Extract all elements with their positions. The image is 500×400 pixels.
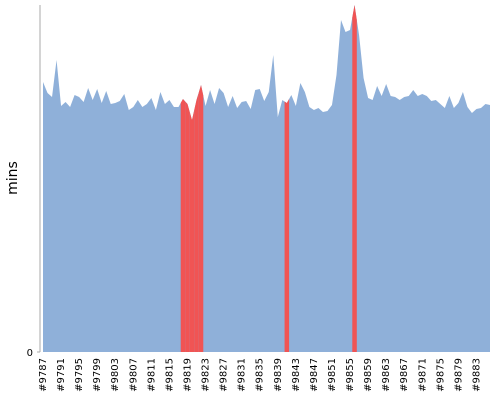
highlight-area	[198, 85, 204, 352]
x-tick-label: #9807	[128, 358, 139, 392]
area	[43, 5, 490, 352]
x-tick-label: #9851	[327, 358, 338, 392]
x-tick-label: #9815	[164, 358, 175, 392]
x-tick-label: #9883	[471, 358, 482, 392]
highlight-area	[185, 101, 190, 352]
x-tick-label: #9847	[309, 358, 320, 392]
x-tick-label: #9795	[74, 358, 85, 392]
highlight-area	[352, 5, 357, 352]
x-tick-label: #9803	[110, 358, 121, 392]
x-tick-label: #9879	[453, 358, 464, 392]
highlight-area	[189, 110, 195, 352]
highlight-area	[194, 92, 199, 352]
x-tick-label: #9843	[291, 358, 302, 392]
x-tick-label: #9871	[417, 358, 428, 392]
x-tick-label: #9867	[399, 358, 410, 392]
x-tick-label: #9811	[146, 358, 157, 392]
highlight-area	[180, 99, 186, 352]
x-tick-label: #9839	[273, 358, 284, 392]
x-tick-label: #9791	[56, 358, 67, 392]
x-tick-label: #9787	[38, 358, 49, 392]
x-tick-label: #9835	[255, 358, 266, 392]
x-tick-label: #9819	[182, 358, 193, 392]
x-tick-label: #9855	[345, 358, 356, 392]
x-tick-label: #9799	[92, 358, 103, 392]
x-tick-label: #9863	[381, 358, 392, 392]
x-tick-label: #9875	[435, 358, 446, 392]
x-tick-label: #9831	[237, 358, 248, 392]
x-tick-label: #9859	[363, 358, 374, 392]
x-tick-label: #9823	[201, 358, 212, 392]
x-tick-label: #9827	[219, 358, 230, 392]
y-tick-label: 0	[27, 348, 33, 359]
highlight-area	[284, 99, 290, 352]
y-axis-label: mins	[5, 161, 21, 195]
